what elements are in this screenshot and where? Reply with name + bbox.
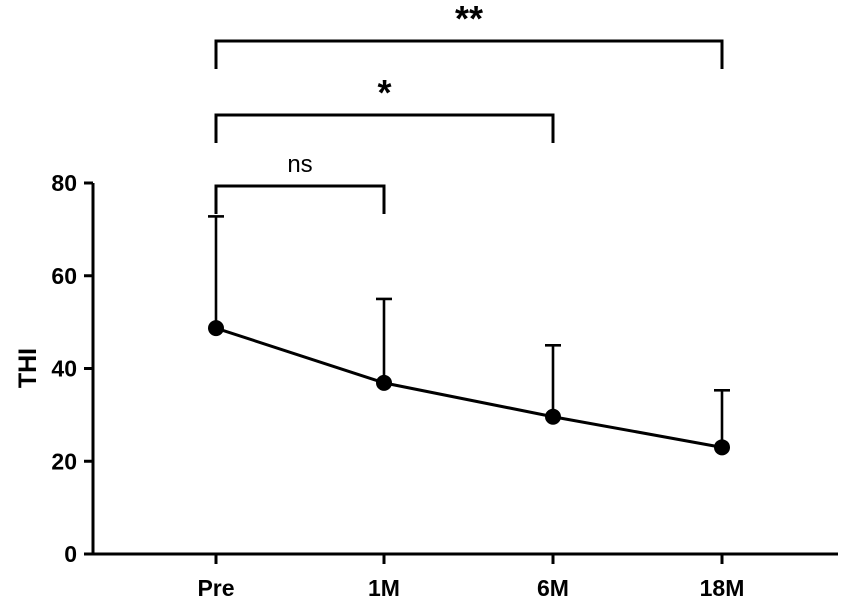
x-tick-label: 1M (368, 575, 400, 601)
y-tick-label: 20 (51, 448, 77, 474)
significance-label: ns (287, 151, 312, 178)
data-point (545, 408, 561, 425)
significance-label: ** (455, 0, 483, 39)
significance-bracket (214, 113, 555, 143)
y-tick-label: 0 (64, 541, 77, 567)
y-axis-label: THI (14, 348, 42, 388)
significance-label: * (377, 72, 391, 113)
data-series (208, 320, 730, 456)
x-tick-label: Pre (197, 575, 234, 601)
series-line (215, 326, 723, 449)
data-point (208, 320, 224, 337)
x-tick-label: 6M (537, 575, 569, 601)
significance-bracket (214, 184, 386, 214)
error-bars (208, 215, 730, 448)
data-point (714, 439, 730, 456)
y-tick-label: 60 (51, 263, 77, 289)
data-point (376, 374, 392, 391)
y-tick-label: 80 (51, 170, 77, 196)
significance-bracket (214, 39, 724, 69)
y-tick-label: 40 (51, 356, 77, 382)
axes: 0 20 40 60 80 Pre 1M 6M 18M (51, 170, 838, 601)
x-tick-label: 18M (700, 575, 745, 601)
significance-brackets: ns*** (214, 0, 724, 214)
